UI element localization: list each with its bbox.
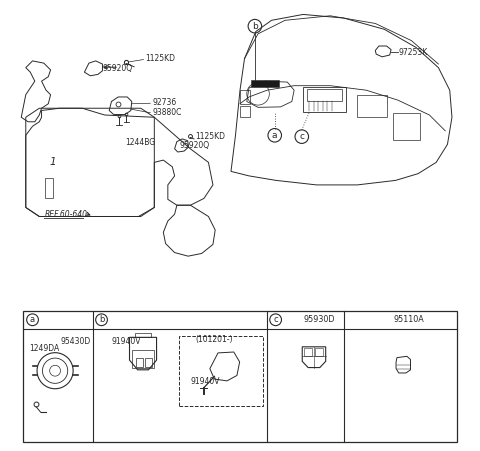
Text: 91940V: 91940V [191, 377, 220, 386]
Bar [136, 359, 143, 367]
Bar [45, 178, 53, 198]
Text: c: c [273, 315, 278, 324]
Bar [145, 359, 152, 367]
Text: 95920Q: 95920Q [179, 141, 209, 150]
Bar [251, 80, 279, 87]
Text: 1125KD: 1125KD [195, 132, 225, 141]
Text: c: c [300, 132, 304, 141]
Text: 1249DA: 1249DA [29, 344, 60, 353]
Text: b: b [252, 22, 258, 31]
Text: b: b [99, 315, 104, 324]
Bar [315, 348, 324, 355]
Bar [240, 90, 250, 104]
Bar [303, 87, 346, 112]
Bar [240, 106, 250, 117]
Text: 95110A: 95110A [393, 315, 424, 324]
Text: 97253K: 97253K [399, 48, 428, 57]
Text: REF.60-640: REF.60-640 [45, 210, 88, 219]
Bar [357, 95, 386, 117]
Bar [135, 333, 151, 337]
Bar [132, 350, 154, 368]
Text: 95430D: 95430D [61, 337, 91, 346]
Bar [179, 336, 263, 406]
Bar [393, 113, 420, 140]
Text: a: a [30, 315, 35, 324]
Text: 95920Q: 95920Q [102, 64, 132, 73]
Text: a: a [272, 131, 277, 140]
Text: 1244BG: 1244BG [125, 138, 155, 147]
Text: 1125KD: 1125KD [145, 54, 175, 63]
Bar [304, 348, 312, 355]
Text: 91940V: 91940V [111, 337, 141, 346]
Text: 95930D: 95930D [303, 315, 335, 324]
Text: 93880C: 93880C [152, 108, 181, 117]
Bar [23, 311, 457, 442]
Bar [307, 89, 342, 101]
Text: 92736: 92736 [152, 98, 176, 107]
Text: (101201-): (101201-) [195, 335, 232, 344]
Text: 1: 1 [49, 157, 56, 167]
